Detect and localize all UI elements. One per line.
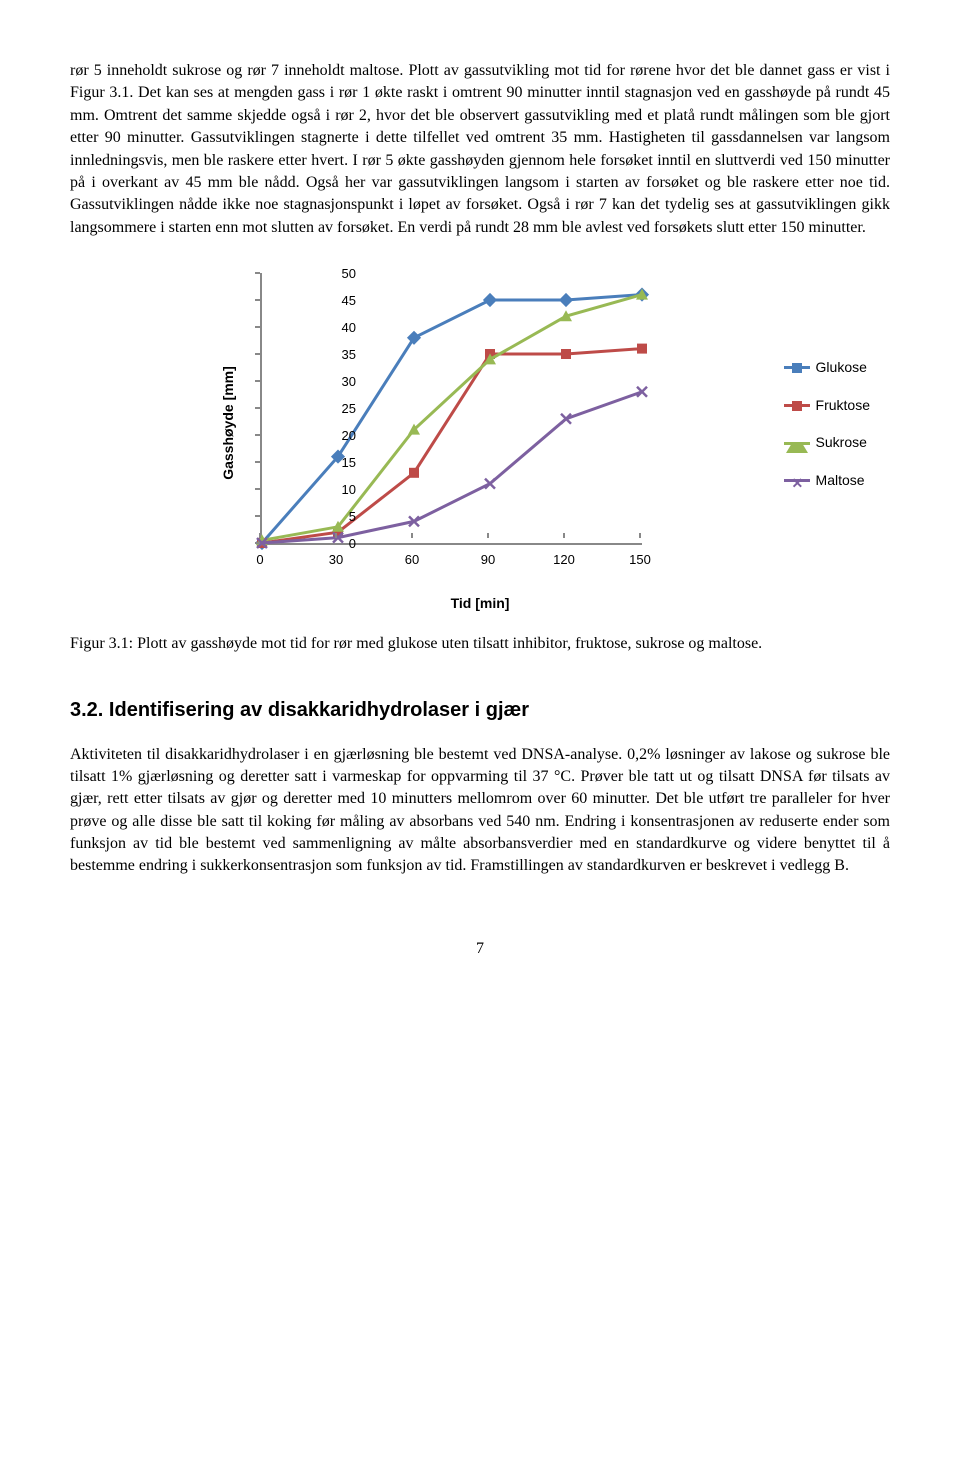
y-tick-label: 30 [321, 373, 356, 391]
x-tick-label: 60 [392, 551, 432, 569]
legend-label: Fruktose [816, 396, 870, 416]
section-paragraph: Aktiviteten til disakkaridhydrolaser i e… [70, 744, 890, 878]
x-tick-label: 30 [316, 551, 356, 569]
legend-label: Sukrose [816, 433, 867, 453]
y-tick-label: 50 [321, 265, 356, 283]
figure-caption: Figur 3.1: Plott av gasshøyde mot tid fo… [70, 633, 890, 655]
section-number: 3.2. [70, 699, 103, 721]
y-tick-label: 10 [321, 481, 356, 499]
section-heading: 3.2. Identifisering av disakkaridhydrola… [70, 696, 890, 724]
plot-area [260, 273, 642, 545]
y-tick-label: 40 [321, 319, 356, 337]
legend-label: Glukose [816, 358, 867, 378]
y-axis-label: Gasshøyde [mm] [219, 366, 239, 480]
x-axis-label: Tid [min] [451, 594, 510, 614]
y-tick-label: 25 [321, 400, 356, 418]
section-title: Identifisering av disakkaridhydrolaser i… [109, 699, 529, 721]
page-number: 7 [70, 938, 890, 960]
legend-item: Glukose [784, 358, 870, 378]
y-tick-label: 20 [321, 427, 356, 445]
intro-paragraph: rør 5 inneholdt sukrose og rør 7 innehol… [70, 60, 890, 239]
legend-item: Fruktose [784, 396, 870, 416]
y-tick-label: 35 [321, 346, 356, 364]
caption-label: Figur 3.1: [70, 635, 133, 652]
y-tick-label: 15 [321, 454, 356, 472]
x-tick-label: 0 [240, 551, 280, 569]
x-tick-label: 90 [468, 551, 508, 569]
y-tick-label: 45 [321, 292, 356, 310]
legend-item: ✕Maltose [784, 471, 870, 491]
caption-text: Plott av gasshøyde mot tid for rør med g… [133, 635, 762, 652]
y-tick-label: 5 [321, 508, 356, 526]
x-tick-label: 150 [620, 551, 660, 569]
line-chart: Gasshøyde [mm] 05101520253035404550 0306… [220, 263, 740, 583]
legend-label: Maltose [816, 471, 865, 491]
legend-item: Sukrose [784, 433, 870, 453]
chart-wrapper: Gasshøyde [mm] 05101520253035404550 0306… [70, 263, 890, 583]
chart-legend: Glukose Fruktose Sukrose ✕Maltose [784, 358, 870, 508]
x-tick-label: 120 [544, 551, 584, 569]
